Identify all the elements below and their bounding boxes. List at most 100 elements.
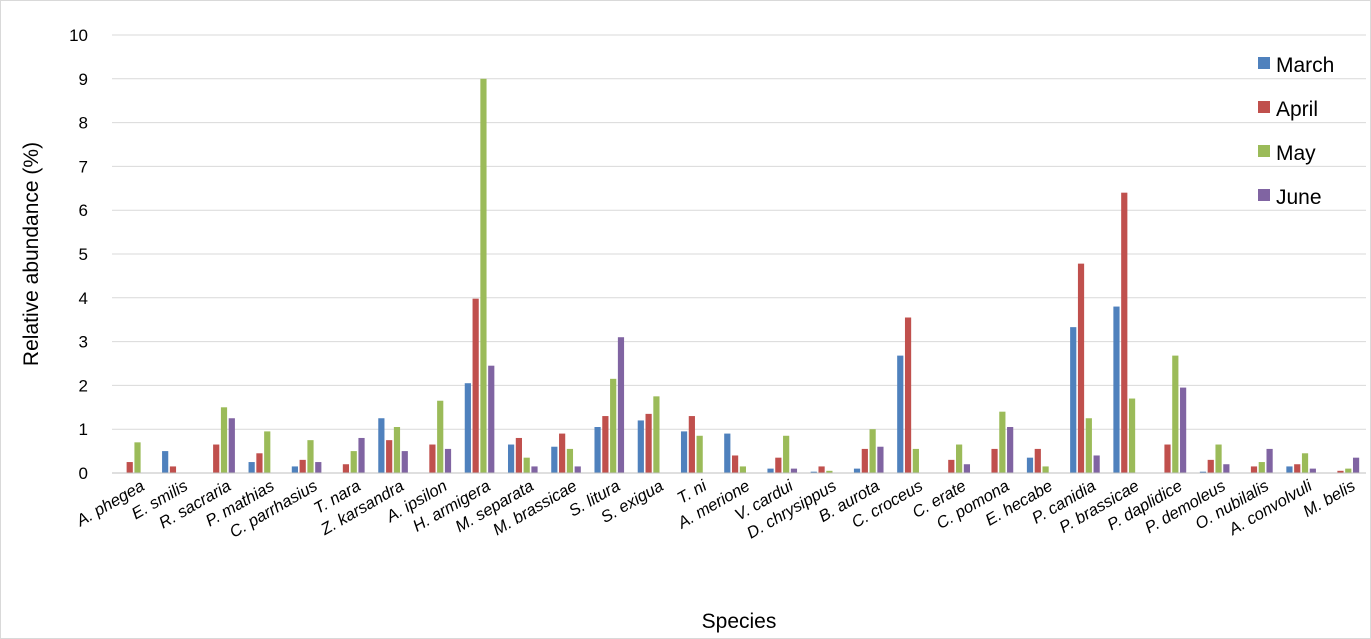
bar-may-18 [912, 448, 919, 473]
bar-march-16 [810, 471, 817, 473]
bar-june-24 [1180, 387, 1187, 473]
bar-april-3 [256, 453, 263, 473]
y-tick-label: 0 [79, 464, 88, 483]
bar-june-15 [790, 468, 798, 473]
legend-swatch-may [1258, 145, 1270, 157]
bar-may-11 [610, 378, 617, 473]
bar-april-20 [991, 448, 998, 473]
bar-may-10 [566, 448, 574, 473]
bar-april-22 [1077, 263, 1085, 473]
bar-march-10 [551, 446, 558, 473]
bar-may-20 [999, 411, 1006, 473]
bar-june-10 [574, 466, 581, 473]
bar-may-5 [350, 451, 357, 473]
bar-april-8 [472, 298, 479, 473]
bar-april-10 [559, 433, 566, 473]
legend-label-march: March [1276, 54, 1334, 77]
bar-may-27 [1301, 453, 1309, 473]
x-axis-label: Species [702, 610, 777, 633]
bar-april-0 [126, 462, 133, 473]
bar-june-2 [228, 418, 235, 473]
y-tick-label: 7 [79, 157, 88, 176]
y-tick-label: 6 [79, 201, 88, 220]
bar-may-17 [869, 429, 876, 473]
bar-may-8 [480, 78, 487, 474]
y-axis-label: Relative abundance (%) [20, 142, 43, 366]
y-tick-label: 3 [79, 333, 88, 352]
bar-june-8 [488, 365, 495, 473]
bar-may-14 [739, 466, 746, 473]
bar-march-22 [1070, 327, 1077, 473]
y-tick-label: 9 [79, 70, 88, 89]
gridlines [112, 34, 1366, 430]
bar-may-12 [653, 396, 660, 473]
bar-april-14 [732, 455, 739, 473]
bar-may-16 [826, 470, 833, 473]
bar-march-11 [594, 427, 601, 473]
bar-may-7 [437, 400, 444, 473]
bar-march-15 [767, 468, 774, 473]
legend-label-april: April [1276, 98, 1318, 121]
bar-june-27 [1309, 468, 1316, 473]
bar-march-14 [724, 433, 731, 473]
bar-may-24 [1172, 355, 1179, 473]
bar-june-25 [1223, 464, 1230, 473]
bar-june-22 [1093, 455, 1100, 473]
bar-march-27 [1286, 466, 1293, 473]
bar-june-11 [617, 337, 625, 473]
legend: March April May June [1258, 54, 1334, 209]
bar-april-28 [1337, 470, 1344, 473]
bar-april-23 [1121, 192, 1128, 473]
y-tick-label: 8 [79, 114, 88, 133]
bar-june-9 [531, 466, 538, 473]
bar-june-7 [444, 448, 452, 473]
bar-march-23 [1113, 306, 1120, 473]
bar-april-19 [948, 459, 955, 473]
bar-may-19 [956, 444, 963, 473]
bar-april-13 [688, 416, 695, 473]
bar-april-6 [386, 440, 393, 473]
bar-may-6 [393, 427, 401, 473]
bar-april-4 [299, 459, 306, 473]
bar-march-18 [897, 355, 904, 473]
bar-march-6 [378, 418, 385, 473]
bar-march-4 [291, 466, 298, 473]
bar-april-18 [904, 317, 912, 473]
bar-may-21 [1042, 466, 1049, 473]
bar-april-17 [861, 448, 868, 473]
bar-may-0 [134, 442, 141, 473]
y-tick-label: 5 [79, 245, 88, 264]
legend-swatch-june [1258, 189, 1270, 201]
bar-april-24 [1164, 444, 1171, 473]
y-tick-label: 4 [79, 289, 88, 308]
bar-april-1 [169, 466, 177, 473]
bar-may-15 [783, 435, 790, 473]
legend-label-june: June [1276, 186, 1322, 209]
bar-june-28 [1352, 457, 1360, 473]
legend-label-may: May [1276, 142, 1316, 165]
bar-april-12 [645, 413, 652, 473]
bar-june-19 [963, 464, 971, 473]
bar-april-7 [429, 444, 436, 473]
bar-april-2 [213, 444, 220, 473]
y-tick-label: 2 [79, 376, 88, 395]
bar-april-25 [1207, 459, 1214, 473]
bar-march-3 [248, 462, 255, 473]
bar-april-16 [818, 466, 825, 473]
bar-march-21 [1026, 457, 1034, 473]
bar-may-25 [1215, 444, 1222, 473]
bar-april-5 [342, 464, 350, 473]
bar-april-27 [1294, 464, 1301, 473]
bar-march-13 [680, 431, 688, 473]
bar-may-4 [307, 440, 314, 473]
y-tick-label: 10 [69, 26, 88, 45]
bar-june-6 [401, 451, 408, 473]
bar-june-17 [877, 446, 884, 473]
bar-may-26 [1258, 462, 1265, 473]
bar-march-9 [507, 444, 515, 473]
bar-may-13 [696, 435, 703, 473]
bar-march-12 [637, 420, 644, 473]
bar-march-8 [464, 383, 471, 473]
